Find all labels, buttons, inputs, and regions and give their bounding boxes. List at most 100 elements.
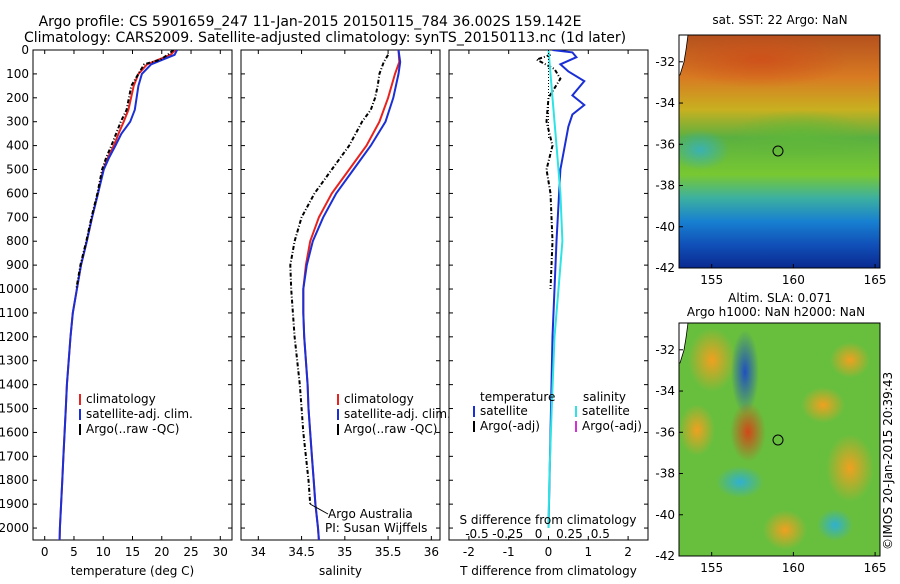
legend-label: satellite-adj. clim. — [86, 407, 193, 421]
sst-map-title: sat. SST: 22 Argo: NaN — [712, 13, 847, 27]
x-tick-label: 160 — [782, 273, 805, 287]
y-tick-label: 1600 — [0, 425, 29, 439]
annotation-pointer — [309, 503, 329, 515]
series-line — [58, 50, 176, 540]
x-tick-label: 34 — [251, 545, 266, 559]
series-line — [289, 54, 389, 505]
sla-high-4 — [826, 434, 874, 502]
x-tick-label: 25 — [183, 545, 198, 559]
x-tick-label: 155 — [700, 561, 723, 575]
y-tick-label: -34 — [655, 96, 675, 110]
legend-label: Argo(..raw -QC) — [344, 422, 437, 436]
sla-high-1 — [688, 328, 736, 392]
salinity-panel-frame — [240, 49, 441, 541]
y-tick-label: 0 — [21, 43, 29, 57]
y-tick-label: -40 — [655, 508, 675, 522]
y-tick-label: 1900 — [0, 497, 29, 511]
series-line — [58, 50, 178, 540]
x-axis-label: temperature (deg C) — [71, 564, 194, 578]
x-tick-label: 5 — [70, 545, 78, 559]
y-tick-label: 1000 — [0, 282, 29, 296]
y-tick-label: 1300 — [0, 354, 29, 368]
y-tick-label: 900 — [6, 258, 29, 272]
x-tick-label: 0 — [545, 545, 553, 559]
sla-high-6 — [830, 342, 870, 378]
series-line — [547, 50, 564, 529]
y-tick-label: 400 — [6, 139, 29, 153]
sla-high-3 — [679, 404, 715, 456]
y-tick-label: -36 — [655, 137, 675, 151]
x-tick-label: -2 — [463, 545, 475, 559]
legend-label: Argo(-adj) — [582, 419, 642, 433]
x-tick-label: 165 — [864, 273, 887, 287]
sst-map-frame — [678, 34, 881, 269]
y-tick-label: 1500 — [0, 402, 29, 416]
y-tick-label: 300 — [6, 115, 29, 129]
sla-low-3 — [817, 509, 853, 541]
x-tick-label: 0 — [41, 545, 49, 559]
x-axis-label: salinity — [319, 564, 362, 578]
x-tick-label: 35.5 — [375, 545, 402, 559]
figure-title-line1: Argo profile: CS 5901659_247 11-Jan-2015… — [39, 14, 582, 30]
y-tick-label: -32 — [655, 55, 675, 69]
x-tick-label: 15 — [125, 545, 140, 559]
argo-position-marker — [772, 434, 784, 446]
y-tick-label: 1100 — [0, 306, 29, 320]
series-line — [302, 50, 402, 540]
x-tick-label: 20 — [154, 545, 169, 559]
coastline — [679, 323, 689, 364]
sla-low-1 — [731, 330, 759, 414]
legend-title: temperature — [480, 390, 555, 404]
coastline — [679, 35, 689, 76]
series-line — [75, 50, 175, 290]
sla-map-subtitle: Argo h1000: NaN h2000: NaN — [687, 305, 865, 319]
legend-label: satellite — [582, 404, 630, 418]
x-tick-label: 34.5 — [288, 545, 315, 559]
x2-tick-label: 0 — [535, 527, 543, 541]
y-tick-label: 700 — [6, 210, 29, 224]
x-tick-label: 36 — [424, 545, 439, 559]
y-tick-label: -34 — [655, 384, 675, 398]
y-tick-label: 500 — [6, 163, 29, 177]
x-tick-label: 35 — [337, 545, 352, 559]
legend-label: satellite-adj. clim. — [344, 407, 451, 421]
annotation-line: PI: Susan Wijffels — [325, 521, 427, 535]
sst-map: sat. SST: 22 Argo: NaN 155 160 165 -32 -34 -3… — [655, 13, 886, 287]
legend-label: climatology — [86, 392, 156, 406]
sla-high-5 — [801, 387, 845, 423]
y-tick-label: 1700 — [0, 449, 29, 463]
legend-label: satellite — [480, 404, 528, 418]
difference-plot: -2 -1 0 1 2 T difference from climatology -0.5… — [449, 49, 648, 578]
salinity-plot: 34 34.5 35 35.5 36 salinity climatologysatelli… — [241, 49, 451, 578]
argo-position-marker — [772, 145, 784, 157]
y-tick-label: -38 — [655, 179, 675, 193]
sst-teal-patch — [679, 130, 730, 170]
x2-axis-label: S difference from climatology — [460, 513, 637, 527]
x-tick-label: 30 — [213, 545, 228, 559]
y-tick-label: 1200 — [0, 330, 29, 344]
x-tick-label: 2 — [624, 545, 632, 559]
sla-low-2 — [716, 466, 764, 498]
figure-title-line2: Climatology: CARS2009. Satellite-adjuste… — [24, 30, 626, 46]
sla-map-title: Altim. SLA: 0.071 — [728, 291, 832, 305]
y-tick-label: 1800 — [0, 473, 29, 487]
legend-label: Argo(-adj) — [480, 419, 540, 433]
sla-map: Altim. SLA: 0.071 Argo h1000: NaN h2000:… — [655, 291, 886, 575]
legend-label: Argo(..raw -QC) — [86, 422, 179, 436]
y-tick-label: -32 — [655, 343, 675, 357]
y-tick-label: 200 — [6, 91, 29, 105]
temperature-plot: 0 5 10 15 20 25 300100200300400500600700800900… — [0, 43, 232, 578]
x-tick-label: 1 — [584, 545, 592, 559]
series-line — [547, 50, 586, 529]
annotation-line: Argo Australia — [328, 507, 413, 521]
y-tick-label: -42 — [655, 549, 675, 563]
y-tick-label: -40 — [655, 220, 675, 234]
x-tick-label: 10 — [96, 545, 111, 559]
y-tick-label: 600 — [6, 186, 29, 200]
x-axis-label: T difference from climatology — [459, 564, 637, 578]
sla-high-7 — [763, 510, 807, 550]
x2-tick-label: 0.25 — [556, 527, 583, 541]
x-tick-label: 155 — [700, 273, 723, 287]
x2-tick-label: -0.25 — [492, 527, 523, 541]
